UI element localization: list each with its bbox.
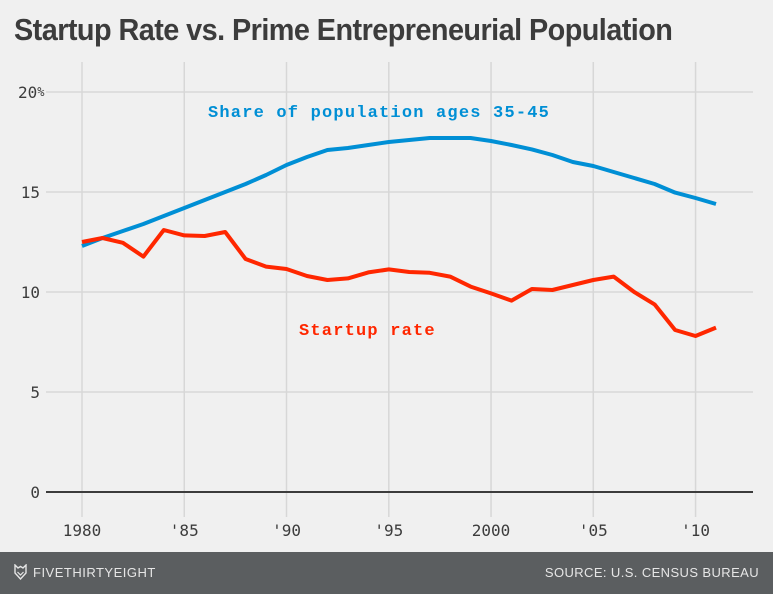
brand: FIVETHIRTYEIGHT: [14, 564, 156, 580]
y-tick-label: 5: [30, 383, 40, 402]
vertical-gridlines: [81, 62, 697, 517]
y-tick-label: 0: [30, 483, 40, 502]
percent-sign: %: [37, 85, 45, 99]
x-tick-label: '10: [681, 521, 710, 540]
line-chart: 0 5 10 15 20% 1980 '85 '90 '95 2000 '05 '10 Share …: [18, 62, 753, 540]
chart-title: Startup Rate vs. Prime Entrepreneurial P…: [14, 12, 673, 47]
y-axis-labels: 0 5 10 15 20%: [18, 83, 45, 502]
x-axis-labels: 1980 '85 '90 '95 2000 '05 '10: [63, 521, 710, 540]
series-label-population: Share of population ages 35-45: [208, 104, 550, 123]
x-tick-label: 1980: [63, 521, 102, 540]
y-tick-label: 15: [21, 183, 40, 202]
x-tick-label: '90: [272, 521, 301, 540]
y-tick-label: 20%: [18, 83, 45, 102]
source-note: SOURCE: U.S. CENSUS BUREAU: [544, 565, 759, 580]
x-tick-label: '85: [170, 521, 199, 540]
series-label-startup-rate: Startup rate: [299, 322, 436, 341]
x-tick-label: '95: [374, 521, 403, 540]
series-lines: [81, 136, 717, 338]
footer-bar: FIVETHIRTYEIGHT SOURCE: U.S. CENSUS BURE…: [0, 552, 773, 594]
y-tick-label: 10: [21, 283, 40, 302]
startup-rate-line: [81, 228, 717, 338]
brand-name: FIVETHIRTYEIGHT: [33, 564, 156, 580]
fox-logo-icon: [14, 564, 27, 580]
population-share-line: [81, 136, 717, 248]
x-tick-label: 2000: [472, 521, 511, 540]
horizontal-gridlines: [46, 91, 753, 493]
x-tick-label: '05: [579, 521, 608, 540]
